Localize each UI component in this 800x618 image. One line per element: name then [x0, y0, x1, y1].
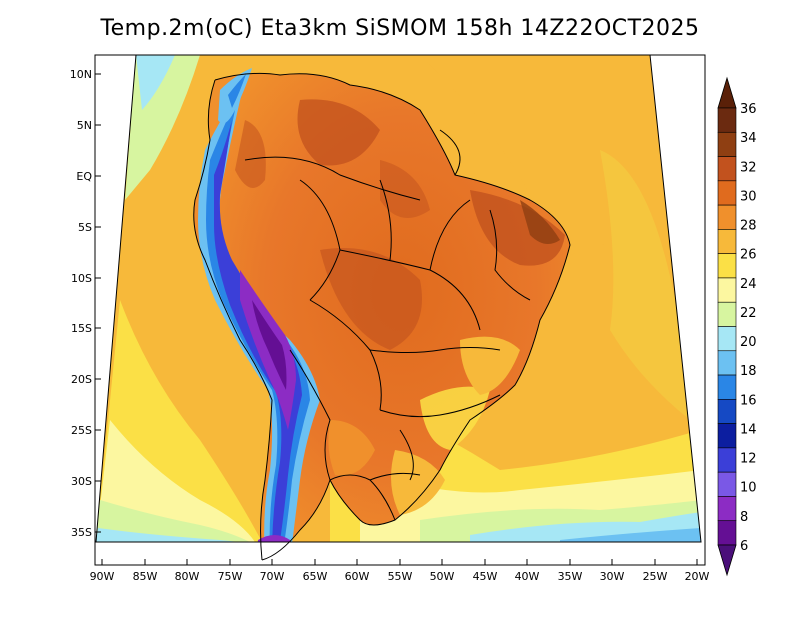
colorbar-swatch — [717, 107, 737, 133]
lon-label: 90W — [90, 570, 115, 583]
colorbar-swatch — [717, 156, 737, 182]
lon-label: 75W — [218, 570, 243, 583]
colorbar-swatch — [717, 399, 737, 424]
colorbar-label: 16 — [740, 393, 757, 408]
colorbar-label: 36 — [740, 102, 757, 117]
colorbar-label: 22 — [740, 306, 757, 321]
colorbar-swatch — [717, 423, 737, 449]
temperature-field — [96, 55, 701, 542]
colorbar-swatch — [717, 277, 737, 303]
colorbar-swatch — [717, 374, 737, 400]
political-borders — [193, 72, 571, 561]
lat-label: 20S — [71, 373, 92, 386]
colorbar-label: 24 — [740, 277, 757, 292]
lon-labels: 90W 85W 80W 75W 70W 65W 60W 55W 50W 45W … — [90, 570, 710, 583]
lon-label: 85W — [133, 570, 158, 583]
colorbar-swatch — [717, 180, 737, 206]
lat-axis — [95, 73, 101, 533]
colorbar-label: 10 — [740, 481, 757, 496]
colorbar-swatch — [717, 447, 737, 473]
lat-label: 30S — [71, 475, 92, 488]
map-title: Temp.2m(oC) Eta3km SiSMOM 158h 14Z22OCT2… — [100, 16, 700, 41]
lon-label: 55W — [388, 570, 413, 583]
lat-label: 5N — [77, 119, 92, 132]
colorbar-swatch — [717, 520, 737, 546]
lon-label: 80W — [175, 570, 200, 583]
lat-label: 35S — [71, 526, 92, 539]
lat-labels: 10N 5N EQ 5S 10S 15S 20S 25S 30S 35S — [70, 68, 93, 539]
lat-label: 15S — [71, 322, 92, 335]
colorbar-label: 12 — [740, 452, 757, 467]
colorbar-label: 28 — [740, 219, 757, 234]
lon-label: 30W — [600, 570, 625, 583]
lon-label: 25W — [643, 570, 668, 583]
lat-label: 10S — [71, 272, 92, 285]
lon-label: 70W — [260, 570, 285, 583]
lon-label: 45W — [473, 570, 498, 583]
colorbar-label: 26 — [740, 248, 757, 263]
lon-label: 40W — [515, 570, 540, 583]
lat-label: 25S — [71, 424, 92, 437]
colorbar-swatch — [717, 496, 737, 522]
colorbar-label: 14 — [740, 422, 757, 437]
colorbar-label: 18 — [740, 364, 757, 379]
colorbar-swatch — [717, 204, 737, 230]
colorbar-label: 30 — [740, 189, 757, 204]
lon-label: 60W — [345, 570, 370, 583]
colorbar-swatch — [717, 326, 737, 352]
colorbar-swatch — [717, 253, 737, 279]
lon-axis — [101, 559, 698, 565]
colorbar-swatch — [717, 471, 737, 497]
lon-label: 20W — [685, 570, 710, 583]
colorbar: 36 34 32 30 28 26 24 22 20 18 16 14 12 10 8 6 — [717, 76, 757, 577]
colorbar-swatch — [717, 229, 737, 254]
colorbar-swatch — [717, 131, 737, 157]
lat-label: 10N — [70, 68, 92, 81]
lon-label: 35W — [558, 570, 583, 583]
colorbar-swatch — [717, 350, 737, 376]
lat-label: 5S — [78, 221, 92, 234]
lat-label: EQ — [76, 170, 92, 183]
lon-label: 65W — [303, 570, 328, 583]
colorbar-bottom-arrow — [717, 544, 737, 577]
colorbar-swatch — [717, 301, 737, 327]
colorbar-label: 6 — [740, 539, 748, 554]
colorbar-label: 8 — [740, 510, 748, 525]
colorbar-label: 32 — [740, 160, 757, 175]
lon-label: 50W — [430, 570, 455, 583]
colorbar-top-arrow — [717, 76, 737, 109]
colorbar-label: 34 — [740, 131, 757, 146]
colorbar-label: 20 — [740, 335, 757, 350]
